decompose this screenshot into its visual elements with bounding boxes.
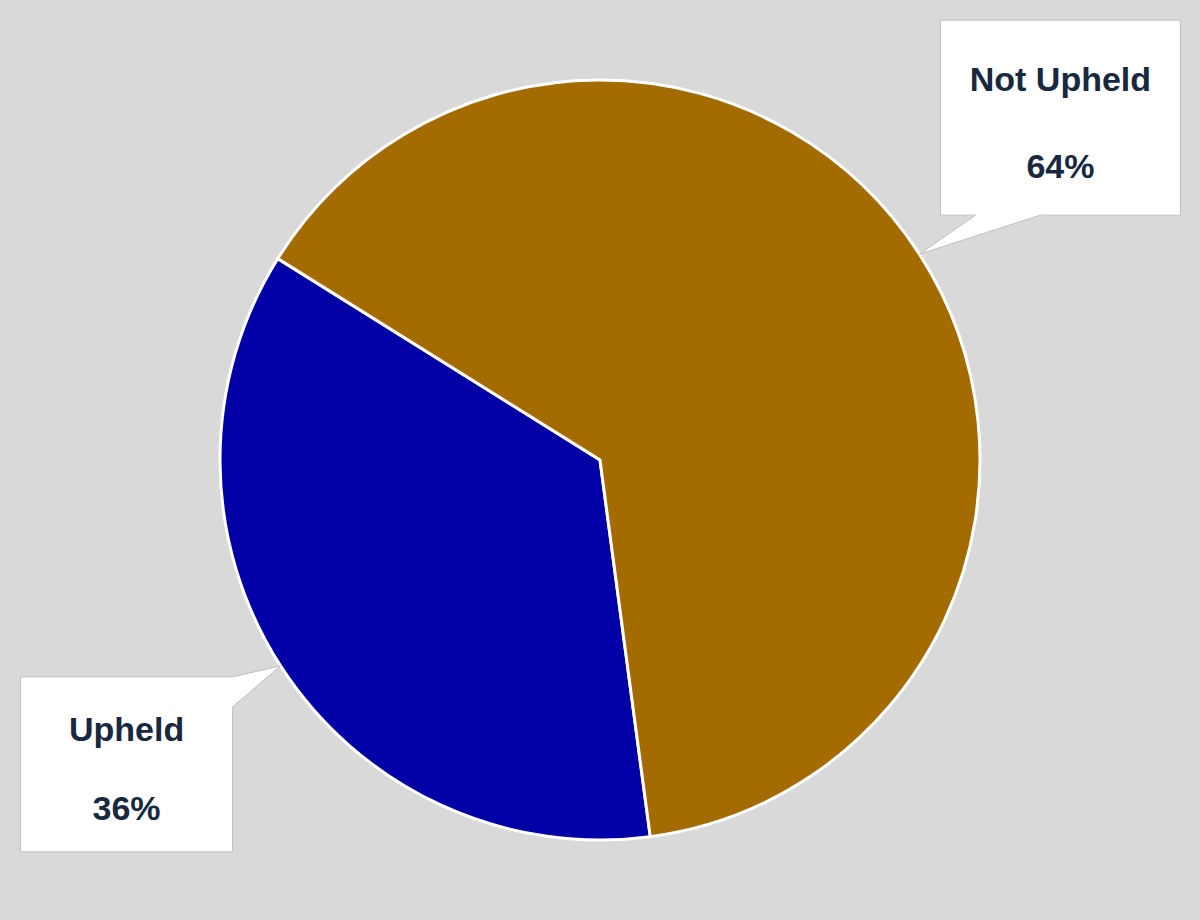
svg-text:64%: 64% xyxy=(1026,147,1094,185)
svg-text:Upheld: Upheld xyxy=(69,710,184,748)
svg-text:36%: 36% xyxy=(93,789,161,827)
svg-text:Not Upheld: Not Upheld xyxy=(970,60,1151,98)
